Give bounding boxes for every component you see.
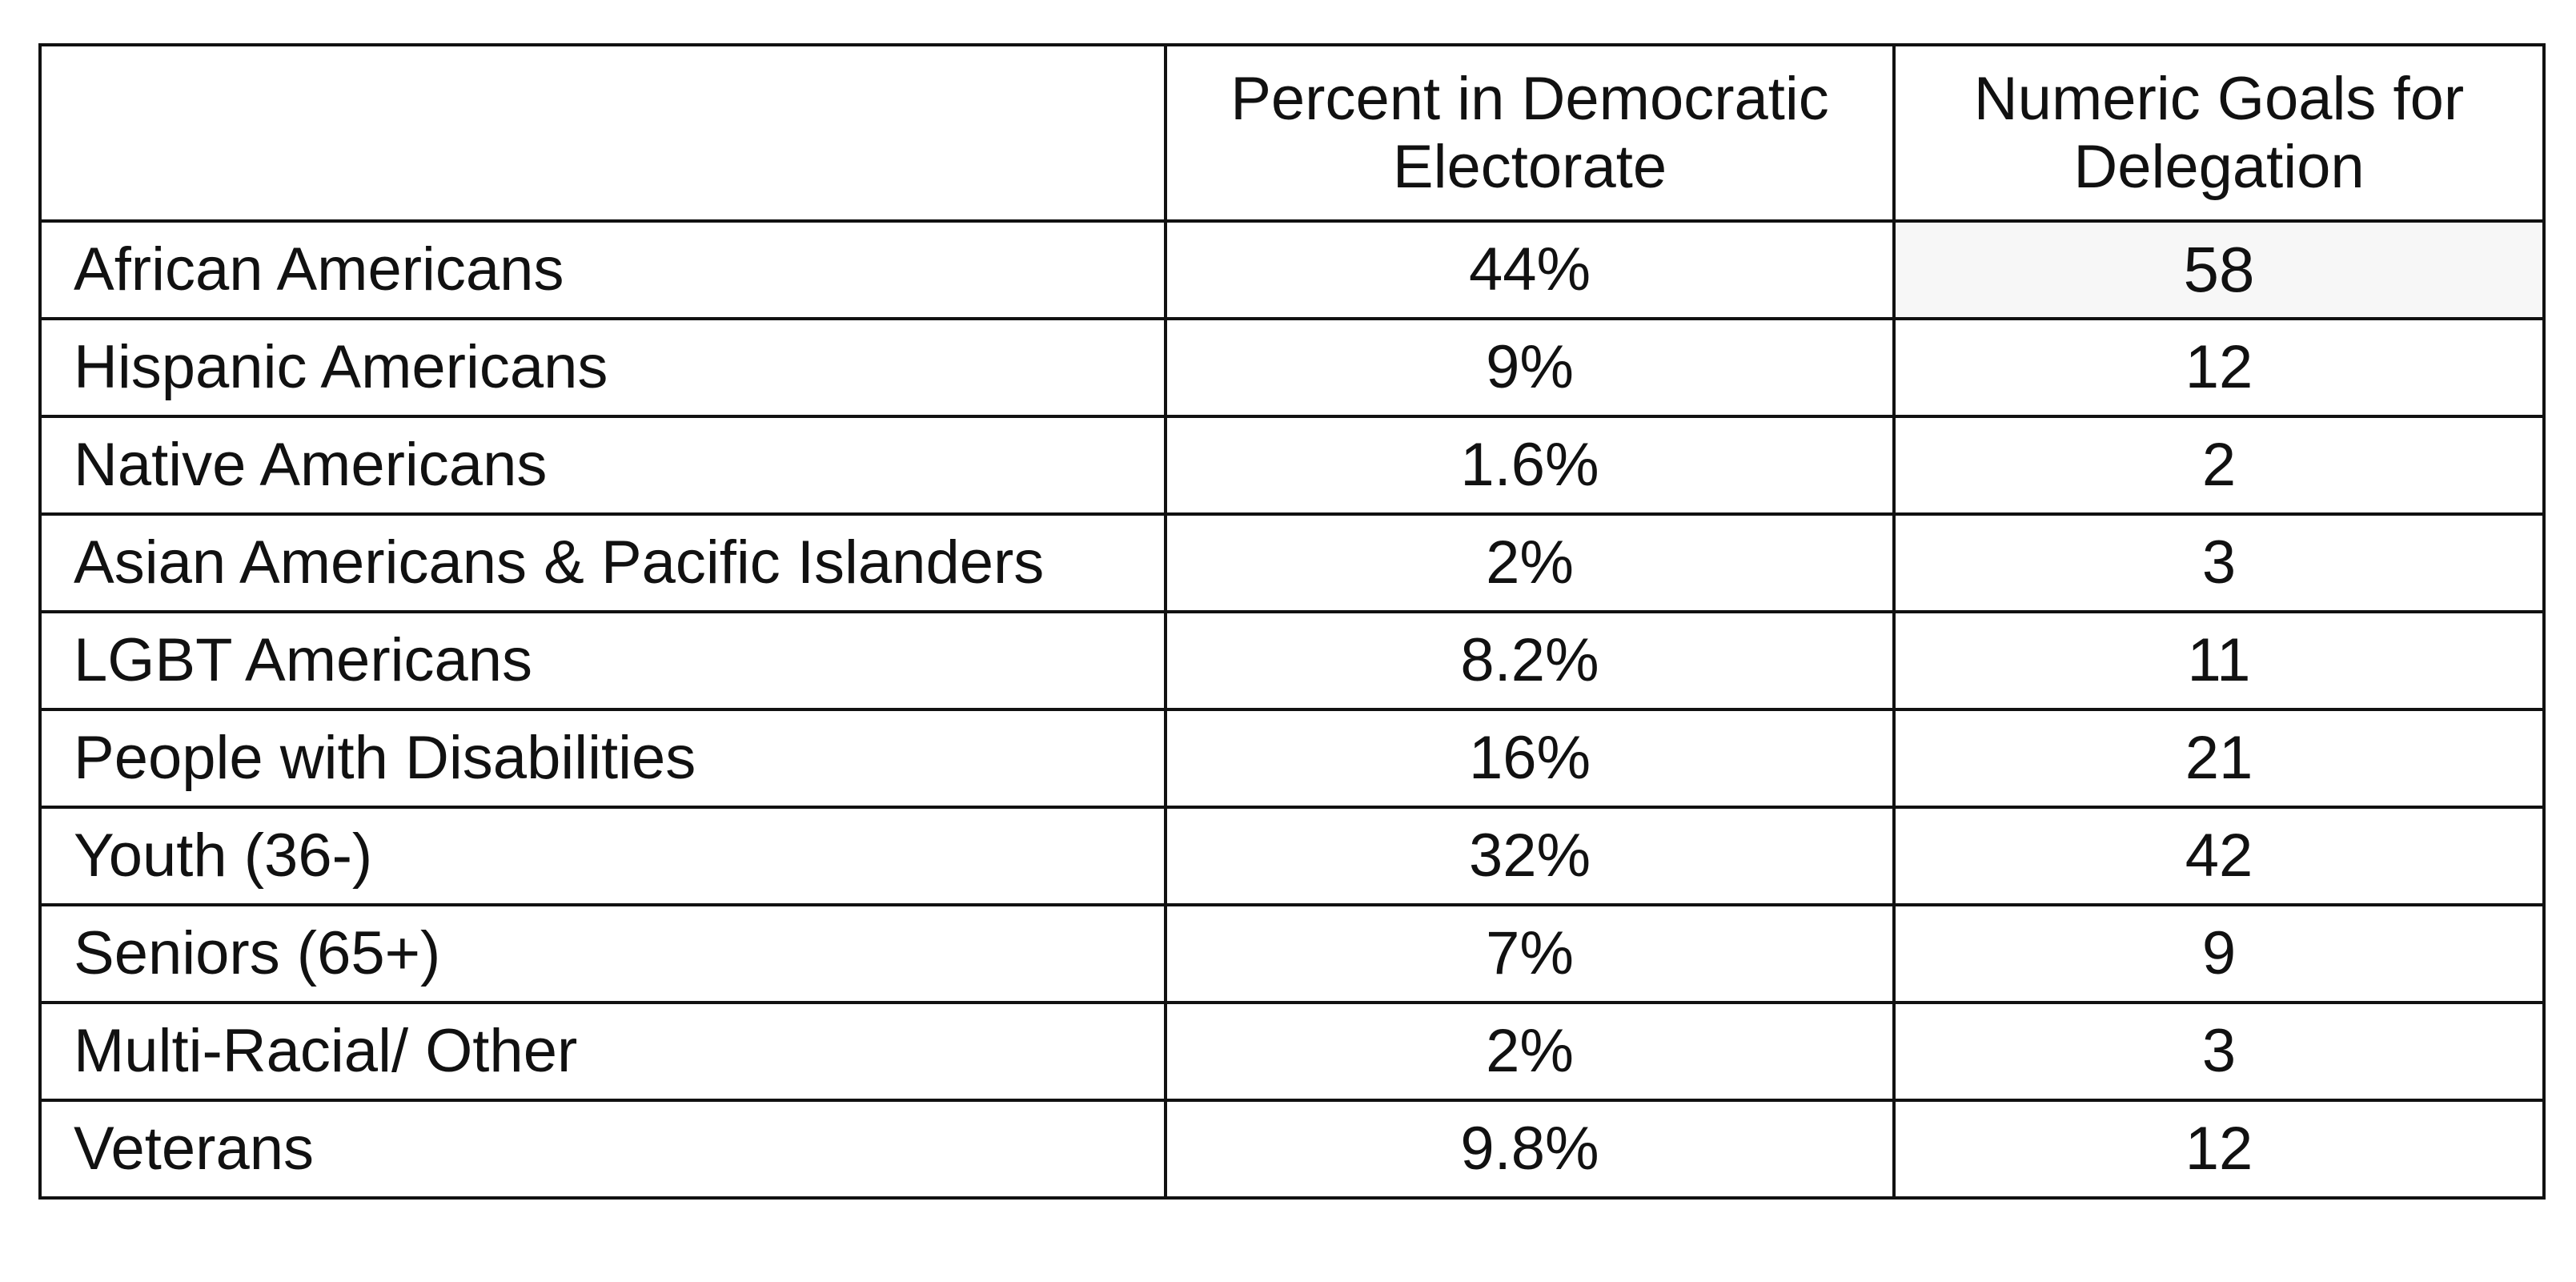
percent-cell: 16%: [1164, 708, 1896, 809]
group-cell: Asian Americans & Pacific Islanders: [38, 512, 1167, 613]
percent-cell: 7%: [1164, 903, 1896, 1004]
goal-cell: 3: [1892, 1001, 2546, 1102]
group-cell: Hispanic Americans: [38, 317, 1167, 418]
percent-cell: 44%: [1164, 219, 1896, 320]
table-row: LGBT Americans 8.2% 11: [38, 610, 2546, 711]
group-cell: Multi-Racial/ Other: [38, 1001, 1167, 1102]
delegation-goals-table: Percent in Democratic Electorate Numeric…: [38, 43, 2546, 1200]
table-row: Seniors (65+) 7% 9: [38, 903, 2546, 1004]
percent-cell: 9%: [1164, 317, 1896, 418]
group-cell: Native Americans: [38, 415, 1167, 516]
goal-cell: 58: [1892, 219, 2546, 320]
goal-cell: 21: [1892, 708, 2546, 809]
goal-cell: 12: [1892, 1099, 2546, 1200]
table-row: People with Disabilities 16% 21: [38, 708, 2546, 809]
table-row: Youth (36-) 32% 42: [38, 806, 2546, 906]
group-cell: Seniors (65+): [38, 903, 1167, 1004]
table-row: Asian Americans & Pacific Islanders 2% 3: [38, 512, 2546, 613]
goal-cell: 3: [1892, 512, 2546, 613]
percent-cell: 8.2%: [1164, 610, 1896, 711]
group-cell: People with Disabilities: [38, 708, 1167, 809]
header-group: [38, 43, 1167, 223]
table-row: African Americans 44% 58: [38, 219, 2546, 320]
percent-cell: 1.6%: [1164, 415, 1896, 516]
percent-cell: 9.8%: [1164, 1099, 1896, 1200]
goal-cell: 2: [1892, 415, 2546, 516]
header-goal: Numeric Goals for Delegation: [1892, 43, 2546, 223]
percent-cell: 2%: [1164, 1001, 1896, 1102]
percent-cell: 32%: [1164, 806, 1896, 906]
goal-cell: 12: [1892, 317, 2546, 418]
goal-cell: 42: [1892, 806, 2546, 906]
header-percent: Percent in Democratic Electorate: [1164, 43, 1896, 223]
goal-cell: 11: [1892, 610, 2546, 711]
table-row: Native Americans 1.6% 2: [38, 415, 2546, 516]
percent-cell: 2%: [1164, 512, 1896, 613]
table-row: Veterans 9.8% 12: [38, 1099, 2546, 1200]
group-cell: Youth (36-): [38, 806, 1167, 906]
table-row: Hispanic Americans 9% 12: [38, 317, 2546, 418]
group-cell: Veterans: [38, 1099, 1167, 1200]
header-row: Percent in Democratic Electorate Numeric…: [38, 43, 2546, 223]
group-cell: African Americans: [38, 219, 1167, 320]
goal-cell: 9: [1892, 903, 2546, 1004]
group-cell: LGBT Americans: [38, 610, 1167, 711]
table-row: Multi-Racial/ Other 2% 3: [38, 1001, 2546, 1102]
